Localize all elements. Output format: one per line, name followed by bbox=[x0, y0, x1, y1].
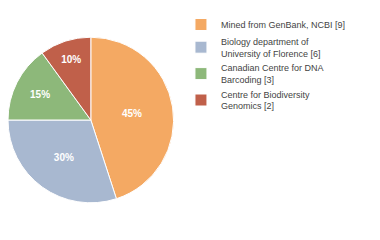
svg-text:30%: 30% bbox=[54, 152, 74, 163]
svg-text:10%: 10% bbox=[61, 54, 81, 65]
svg-text:Mined from GenBank, NCBI [9]: Mined from GenBank, NCBI [9] bbox=[221, 20, 345, 30]
svg-text:15%: 15% bbox=[30, 89, 50, 100]
svg-text:Centre for BiodiversityGenomic: Centre for BiodiversityGenomics [2] bbox=[221, 90, 310, 112]
svg-text:45%: 45% bbox=[122, 108, 142, 119]
svg-text:Biology department ofUniversit: Biology department ofUniversity of Flore… bbox=[221, 37, 321, 59]
svg-text:Canadian Centre for DNABarcodi: Canadian Centre for DNABarcoding [3] bbox=[221, 63, 324, 85]
